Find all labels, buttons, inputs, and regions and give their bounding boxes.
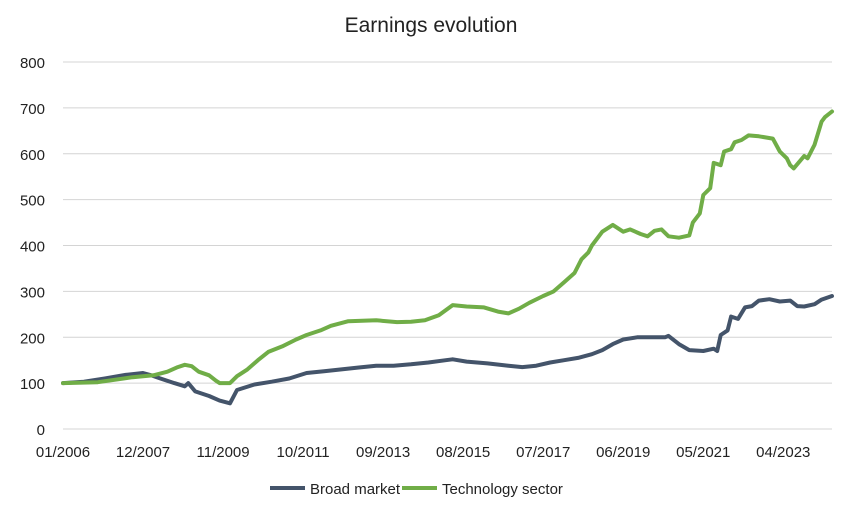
y-tick-label: 800 (20, 55, 45, 72)
y-tick-label: 700 (20, 101, 45, 118)
y-tick-label: 0 (37, 422, 45, 439)
y-tick-label: 500 (20, 193, 45, 210)
x-tick-label: 01/2006 (36, 444, 90, 461)
y-tick-label: 600 (20, 147, 45, 164)
y-tick-label: 300 (20, 284, 45, 301)
x-axis: 01/2006 12/2007 11/2009 10/2011 09/2013 08/20… (36, 444, 811, 461)
chart-title: Earnings evolution (345, 14, 518, 37)
legend-label-technology-sector: Technology sector (442, 481, 563, 498)
x-tick-label: 12/2007 (116, 444, 170, 461)
series-line-technology-sector (61, 109, 834, 386)
series-lines (61, 109, 834, 406)
y-axis: 0 100 200 300 400 500 600 700 800 (20, 55, 45, 439)
gridlines (63, 61, 832, 430)
x-tick-label: 11/2009 (197, 444, 250, 461)
x-tick-label: 08/2015 (436, 444, 490, 461)
x-tick-label: 05/2021 (676, 444, 730, 461)
x-tick-label: 09/2013 (356, 444, 410, 461)
y-tick-label: 200 (20, 330, 45, 347)
legend: Broad market Technology sector (270, 481, 563, 498)
y-tick-label: 100 (20, 376, 45, 393)
series-line-broad-market (61, 294, 834, 406)
x-tick-label: 04/2023 (756, 444, 810, 461)
x-tick-label: 07/2017 (516, 444, 570, 461)
y-tick-label: 400 (20, 239, 45, 256)
legend-label-broad-market: Broad market (310, 481, 401, 498)
x-tick-label: 10/2011 (277, 444, 330, 461)
x-tick-label: 06/2019 (596, 444, 650, 461)
